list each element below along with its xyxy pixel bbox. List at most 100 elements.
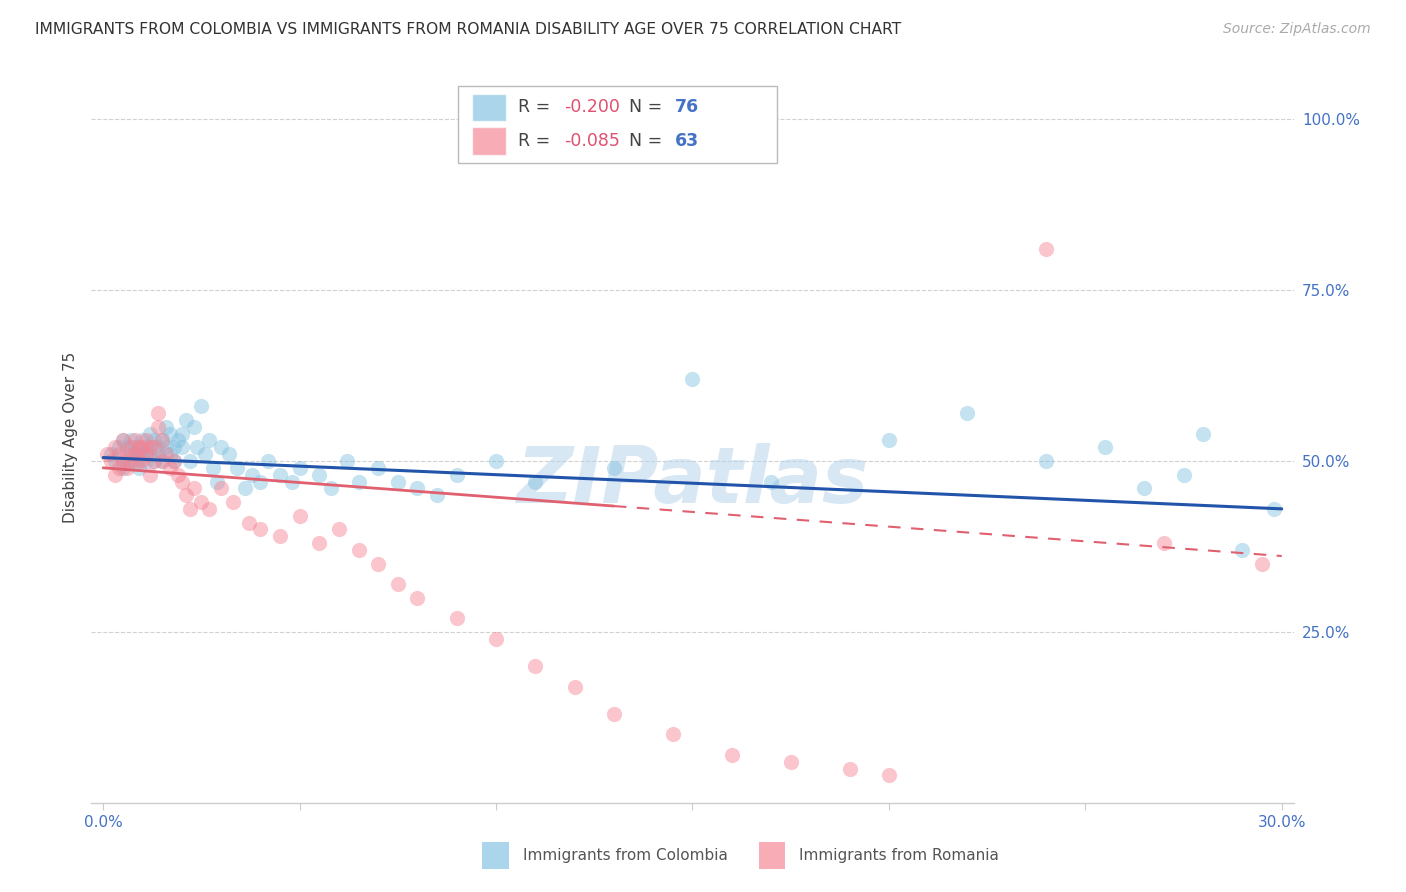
- Point: [179, 454, 201, 468]
- Point: [288, 508, 311, 523]
- Point: [269, 467, 291, 482]
- Point: [218, 447, 240, 461]
- Point: [281, 475, 304, 489]
- Point: [222, 495, 245, 509]
- Point: [249, 522, 271, 536]
- Point: [1251, 557, 1274, 571]
- Point: [1192, 426, 1215, 441]
- Point: [143, 440, 166, 454]
- Point: [1035, 454, 1057, 468]
- Point: [308, 536, 330, 550]
- Point: [779, 755, 801, 769]
- Text: -0.200: -0.200: [564, 98, 620, 117]
- Point: [166, 434, 188, 448]
- Point: [242, 467, 264, 482]
- Bar: [458, 86, 776, 162]
- Point: [135, 440, 157, 454]
- Point: [681, 372, 703, 386]
- Point: [603, 706, 626, 721]
- Point: [115, 440, 138, 454]
- Text: N =: N =: [628, 98, 668, 117]
- Point: [257, 454, 280, 468]
- Point: [347, 542, 370, 557]
- Text: Immigrants from Romania: Immigrants from Romania: [800, 848, 1000, 863]
- Bar: [472, 128, 506, 155]
- Point: [128, 460, 150, 475]
- Point: [328, 522, 350, 536]
- Point: [198, 501, 221, 516]
- Point: [238, 516, 260, 530]
- Text: N =: N =: [628, 132, 668, 150]
- Point: [146, 420, 169, 434]
- Point: [485, 454, 508, 468]
- Point: [139, 467, 162, 482]
- Point: [104, 467, 127, 482]
- Point: [124, 447, 146, 461]
- Point: [170, 475, 193, 489]
- Bar: [482, 842, 509, 869]
- Point: [128, 454, 150, 468]
- Point: [115, 454, 138, 468]
- Point: [131, 454, 153, 468]
- Point: [1263, 501, 1285, 516]
- Point: [146, 406, 169, 420]
- Point: [956, 406, 979, 420]
- Point: [135, 434, 157, 448]
- Point: [139, 426, 162, 441]
- Point: [124, 440, 146, 454]
- Point: [662, 727, 685, 741]
- Point: [124, 454, 146, 468]
- Point: [190, 495, 212, 509]
- Point: [131, 434, 153, 448]
- Point: [146, 447, 169, 461]
- Point: [1232, 542, 1254, 557]
- Point: [135, 454, 157, 468]
- Point: [120, 454, 142, 468]
- Text: R =: R =: [519, 132, 555, 150]
- Point: [485, 632, 508, 646]
- Point: [336, 454, 359, 468]
- Point: [406, 481, 429, 495]
- Point: [249, 475, 271, 489]
- Point: [209, 440, 232, 454]
- Text: Source: ZipAtlas.com: Source: ZipAtlas.com: [1223, 22, 1371, 37]
- Point: [170, 440, 193, 454]
- Point: [1173, 467, 1195, 482]
- Point: [174, 488, 197, 502]
- Text: Immigrants from Colombia: Immigrants from Colombia: [523, 848, 728, 863]
- Point: [146, 440, 169, 454]
- Point: [155, 440, 177, 454]
- Point: [406, 591, 429, 605]
- Point: [150, 434, 173, 448]
- Point: [96, 447, 118, 461]
- Text: ZIPatlas: ZIPatlas: [516, 443, 869, 519]
- Point: [135, 447, 157, 461]
- Point: [163, 440, 186, 454]
- Point: [139, 447, 162, 461]
- Text: R =: R =: [519, 98, 555, 117]
- Point: [174, 413, 197, 427]
- Point: [367, 557, 389, 571]
- Point: [139, 440, 162, 454]
- Text: -0.085: -0.085: [564, 132, 620, 150]
- Point: [108, 440, 131, 454]
- Point: [124, 434, 146, 448]
- Point: [111, 460, 134, 475]
- Point: [524, 659, 547, 673]
- Point: [205, 475, 228, 489]
- Point: [108, 460, 131, 475]
- Point: [1094, 440, 1116, 454]
- Point: [120, 447, 142, 461]
- Bar: [759, 842, 785, 869]
- Point: [111, 434, 134, 448]
- Point: [143, 454, 166, 468]
- Point: [150, 434, 173, 448]
- Point: [194, 447, 217, 461]
- Point: [1035, 242, 1057, 256]
- Point: [877, 434, 900, 448]
- Point: [183, 481, 205, 495]
- Point: [446, 467, 468, 482]
- Point: [347, 475, 370, 489]
- Point: [143, 454, 166, 468]
- Point: [233, 481, 256, 495]
